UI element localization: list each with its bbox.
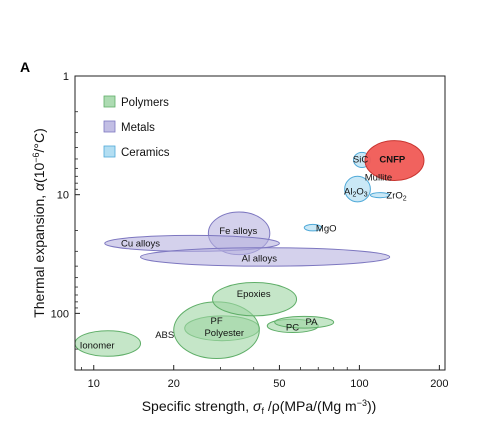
- region-label-ionomer: Ionomer: [80, 341, 115, 352]
- y-axis-label-sup: −6: [31, 152, 41, 162]
- y-tick-label: 1: [63, 71, 69, 83]
- region-label-pa: PA: [305, 317, 318, 328]
- panel-letter: A: [20, 59, 30, 75]
- region-label-al-alloys: Al alloys: [242, 253, 278, 264]
- region-cnfp: [364, 140, 425, 182]
- legend: Polymers Metals Ceramics: [103, 95, 170, 159]
- x-axis-label-suffix: /ρ(MPa/(Mg m: [264, 398, 357, 414]
- region-label-cnfp: CNFP: [379, 154, 406, 165]
- y-axis-label-prefix: Thermal expansion,: [31, 191, 47, 318]
- y-tick-label: 10: [57, 190, 69, 202]
- y-axis-label-close: /°C): [31, 128, 47, 152]
- legend-swatch-polymers: [103, 95, 116, 108]
- x-axis-label-sub: f: [261, 406, 264, 416]
- region-label-mgo: MgO: [316, 223, 337, 234]
- region-al2o3: [344, 175, 371, 203]
- region-label-cu-alloys: Cu alloys: [121, 238, 160, 249]
- region-label-epoxies: Epoxies: [237, 289, 271, 300]
- x-axis-label-end: )): [367, 398, 376, 414]
- region-label-pf: PF: [211, 316, 223, 327]
- x-axis-label-sigma: σ: [253, 398, 262, 414]
- region-pa: [274, 315, 335, 329]
- region-mgo: [303, 223, 323, 232]
- x-tick-label: 10: [88, 378, 100, 390]
- y-tick-label: 100: [51, 308, 69, 320]
- region-al-alloys: [140, 247, 391, 267]
- legend-label-metals: Metals: [121, 122, 155, 134]
- y-axis-label-alpha: α: [31, 182, 47, 191]
- region-label-mullite: Mullite: [365, 173, 392, 184]
- legend-swatch-metals: [103, 120, 116, 133]
- y-axis-label: Thermal expansion, α(10−6/°C): [31, 128, 47, 318]
- x-tick-label: 200: [430, 378, 448, 390]
- regions-layer: [74, 140, 425, 359]
- region-label-al2o3: Al2O3: [344, 186, 368, 198]
- x-axis-label: Specific strength, σf /ρ(MPa/(Mg m−3)): [142, 398, 377, 416]
- region-label-sic: SiC: [353, 154, 368, 165]
- region-label-polyester: Polyester: [204, 328, 244, 339]
- axis-ticks: 10 20 50 100 200 1 10 100: [51, 71, 449, 390]
- region-label-fe-alloys: Fe alloys: [219, 226, 257, 237]
- region-label-zro2: ZrO2: [386, 191, 406, 203]
- legend-label-polymers: Polymers: [121, 97, 169, 109]
- y-axis-label-open: (10: [31, 163, 47, 183]
- region-zro2: [369, 192, 391, 199]
- x-tick-label: 20: [168, 378, 180, 390]
- legend-label-ceramics: Ceramics: [121, 147, 170, 159]
- region-label-abs: ABS: [155, 330, 174, 341]
- x-axis-label-prefix: Specific strength,: [142, 398, 253, 414]
- plot-frame: [74, 75, 446, 371]
- region-epoxies: [212, 282, 298, 317]
- region-label-pc: PC: [286, 322, 299, 333]
- x-tick-label: 100: [350, 378, 368, 390]
- x-tick-label: 50: [273, 378, 285, 390]
- legend-swatch-ceramics: [103, 145, 116, 158]
- x-axis-label-sup: −3: [357, 398, 367, 408]
